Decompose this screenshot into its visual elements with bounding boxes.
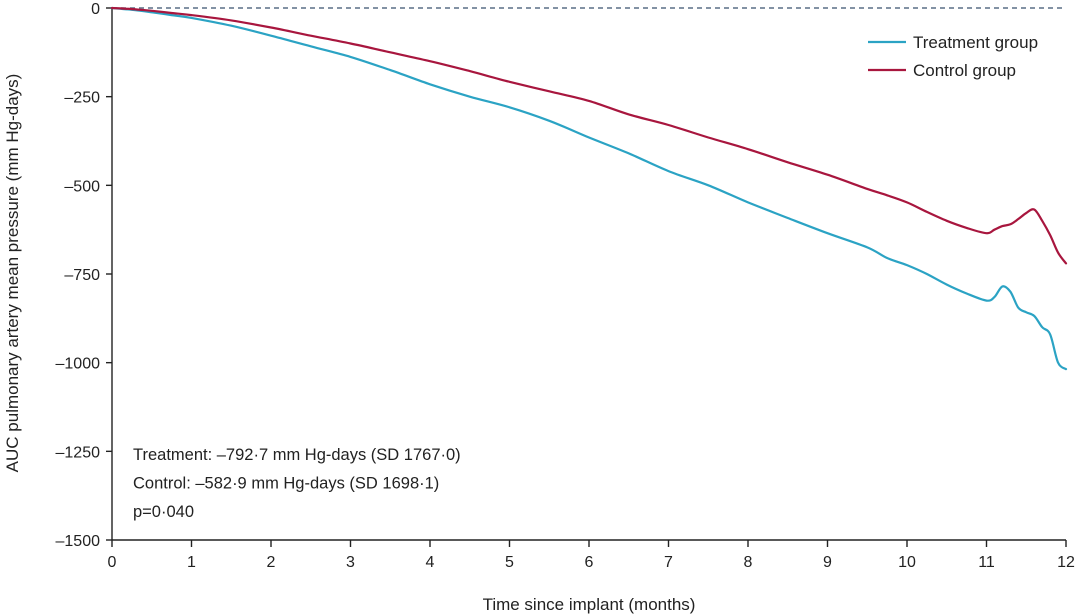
x-tick-label: 10	[898, 554, 916, 571]
series-line-treatment	[110, 6, 1068, 371]
series-line-control	[110, 6, 1068, 265]
y-tick-label: –1250	[56, 444, 101, 461]
y-tick-label: 0	[91, 1, 100, 18]
x-tick-label: 12	[1057, 554, 1075, 571]
annotation-line: p=0·040	[133, 503, 194, 521]
x-tick-label: 7	[664, 554, 673, 571]
x-tick-label: 0	[108, 554, 117, 571]
x-tick-label: 2	[267, 554, 276, 571]
annotation-block: Treatment: –792·7 mm Hg-days (SD 1767·0)…	[133, 446, 461, 521]
series-lines	[110, 6, 1068, 371]
y-axis-title: AUC pulmonary artery mean pressure (mm H…	[3, 74, 22, 473]
y-tick-label: –750	[64, 267, 100, 284]
legend: Treatment group Control group	[868, 33, 1038, 80]
x-tick-label: 6	[585, 554, 594, 571]
legend-label: Control group	[913, 61, 1016, 80]
x-tick-label: 4	[426, 554, 435, 571]
x-tick-label: 8	[744, 554, 753, 571]
x-tick-label: 9	[823, 554, 832, 571]
y-tick-label: –250	[64, 90, 100, 107]
x-tick-label: 11	[978, 554, 995, 571]
annotation-line: Control: –582·9 mm Hg-days (SD 1698·1)	[133, 475, 439, 493]
y-tick-label: –1000	[56, 356, 101, 373]
y-tick-label: –1500	[56, 533, 101, 550]
x-tick-label: 3	[346, 554, 355, 571]
annotation-line: Treatment: –792·7 mm Hg-days (SD 1767·0)	[133, 446, 461, 464]
y-tick-label: –500	[64, 178, 100, 195]
legend-label: Treatment group	[913, 33, 1038, 52]
x-tick-label: 1	[187, 554, 196, 571]
x-tick-label: 5	[505, 554, 514, 571]
x-axis-title: Time since implant (months)	[483, 595, 696, 614]
